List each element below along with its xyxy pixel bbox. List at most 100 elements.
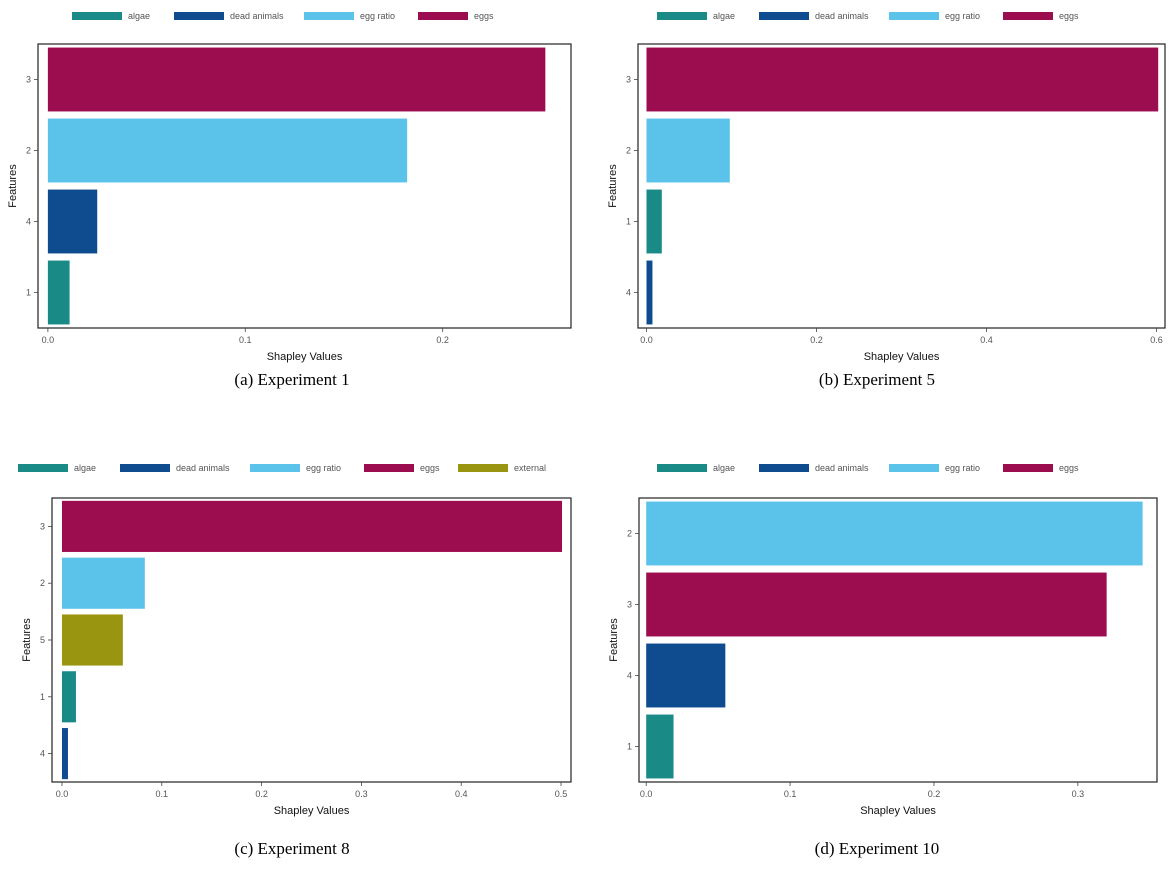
legend-swatch-egg-ratio — [304, 12, 354, 20]
y-axis-title: Features — [607, 164, 619, 208]
y-tick-label: 2 — [626, 146, 631, 156]
x-tick-label: 0.2 — [255, 789, 268, 799]
caption-d: (d) Experiment 10 — [814, 839, 940, 858]
y-tick-label: 1 — [627, 742, 632, 752]
legend-swatch-dead-animals — [759, 464, 809, 472]
caption-c: (c) Experiment 8 — [234, 839, 350, 858]
legend-label-dead-animals: dead animals — [815, 11, 869, 21]
caption-a: (a) Experiment 1 — [234, 370, 350, 389]
legend-label-egg-ratio: egg ratio — [945, 11, 980, 21]
chart-panel-a: algae dead animals egg ratio eggs 3 2 4 1 0.0 0.1… — [0, 0, 584, 437]
bar-algae — [47, 260, 70, 325]
bar-algae — [61, 671, 76, 723]
x-axis-title: Shapley Values — [274, 805, 350, 817]
bar-dead-animals — [646, 260, 653, 325]
y-axis-title: Features — [7, 164, 19, 208]
y-tick-label: 1 — [26, 288, 31, 298]
x-tick-label: 0.0 — [640, 789, 653, 799]
plot-frame — [637, 43, 1166, 329]
y-tick-label: 3 — [626, 75, 631, 85]
y-tick-label: 1 — [626, 217, 631, 227]
y-tick-label: 4 — [626, 288, 631, 298]
x-axis-title: Shapley Values — [860, 805, 936, 817]
legend-label-algae: algae — [74, 463, 96, 473]
legend-swatch-dead-animals — [174, 12, 224, 20]
chart-d: algae dead animals egg ratio eggs 2 3 4 1 0.0 0.1… — [608, 463, 1158, 817]
legend-swatch-eggs — [364, 464, 414, 472]
legend-swatch-dead-animals — [120, 464, 170, 472]
y-tick-label: 3 — [40, 521, 45, 531]
bar-external — [61, 614, 123, 666]
legend-label-algae: algae — [128, 11, 150, 21]
legend-label-algae: algae — [713, 463, 735, 473]
y-tick-label: 4 — [26, 217, 31, 227]
legend: algae dead animals egg ratio eggs external — [18, 463, 546, 473]
legend-swatch-eggs — [1003, 12, 1053, 20]
y-tick-label: 3 — [627, 600, 632, 610]
bar-dead-animals — [47, 189, 98, 254]
chart-a: algae dead animals egg ratio eggs 3 2 4 1 0.0 0.1… — [7, 11, 572, 363]
y-tick-label: 4 — [40, 749, 45, 759]
bar-eggs — [47, 47, 546, 112]
bar-dead-animals — [646, 643, 726, 708]
legend-label-egg-ratio: egg ratio — [306, 463, 341, 473]
bar-algae — [646, 714, 674, 779]
x-tick-label: 0.6 — [1150, 335, 1163, 345]
bar-egg-ratio — [61, 557, 145, 609]
legend-swatch-eggs — [1003, 464, 1053, 472]
legend-swatch-eggs — [418, 12, 468, 20]
bar-algae — [646, 189, 662, 254]
x-tick-label: 0.1 — [239, 335, 252, 345]
y-tick-label: 2 — [26, 146, 31, 156]
x-axis-title: Shapley Values — [864, 351, 940, 363]
x-tick-label: 0.0 — [56, 789, 69, 799]
chart-b: algae dead animals egg ratio eggs 3 2 1 4 0.0 0.2… — [607, 11, 1166, 363]
legend: algae dead animals egg ratio eggs — [72, 11, 494, 21]
bar-egg-ratio — [47, 118, 408, 183]
x-tick-label: 0.0 — [640, 335, 653, 345]
legend-swatch-algae — [18, 464, 68, 472]
bar-eggs — [61, 500, 563, 552]
bar-dead-animals — [61, 728, 68, 780]
legend-swatch-egg-ratio — [889, 12, 939, 20]
x-tick-label: 0.4 — [980, 335, 993, 345]
bar-eggs — [646, 47, 1159, 112]
legend-label-eggs: eggs — [1059, 11, 1079, 21]
chart-c: algae dead animals egg ratio eggs external 3 2… — [18, 463, 572, 817]
plot-frame — [638, 497, 1158, 783]
y-axis-title: Features — [21, 618, 33, 662]
bar-egg-ratio — [646, 501, 1143, 566]
chart-panel-b: algae dead animals egg ratio eggs 3 2 1 4 0.0 0.2… — [585, 0, 1169, 437]
legend-label-algae: algae — [713, 11, 735, 21]
legend-label-external: external — [514, 463, 546, 473]
bar-eggs — [646, 572, 1107, 637]
legend-swatch-dead-animals — [759, 12, 809, 20]
y-tick-label: 2 — [627, 529, 632, 539]
x-tick-label: 0.3 — [355, 789, 368, 799]
legend-swatch-algae — [72, 12, 122, 20]
chart-panel-d: algae dead animals egg ratio eggs 2 3 4 1 0.0 0.1… — [585, 437, 1169, 874]
legend-label-dead-animals: dead animals — [230, 11, 284, 21]
legend-swatch-algae — [657, 464, 707, 472]
legend-swatch-egg-ratio — [250, 464, 300, 472]
x-tick-label: 0.1 — [784, 789, 797, 799]
legend-label-egg-ratio: egg ratio — [360, 11, 395, 21]
x-tick-label: 0.2 — [928, 789, 941, 799]
x-tick-label: 0.3 — [1072, 789, 1085, 799]
y-tick-label: 1 — [40, 692, 45, 702]
y-axis-title: Features — [608, 618, 620, 662]
plot-frame — [37, 43, 572, 329]
legend-label-dead-animals: dead animals — [815, 463, 869, 473]
y-tick-label: 5 — [40, 635, 45, 645]
x-tick-label: 0.2 — [810, 335, 823, 345]
legend-label-eggs: eggs — [474, 11, 494, 21]
y-tick-label: 3 — [26, 75, 31, 85]
legend: algae dead animals egg ratio eggs — [657, 11, 1079, 21]
legend-label-eggs: eggs — [1059, 463, 1079, 473]
x-tick-label: 0.4 — [455, 789, 468, 799]
chart-panel-c: algae dead animals egg ratio eggs external 3 2… — [0, 437, 584, 874]
bar-egg-ratio — [646, 118, 730, 183]
x-tick-label: 0.1 — [156, 789, 169, 799]
x-tick-label: 0.5 — [555, 789, 568, 799]
legend-swatch-external — [458, 464, 508, 472]
